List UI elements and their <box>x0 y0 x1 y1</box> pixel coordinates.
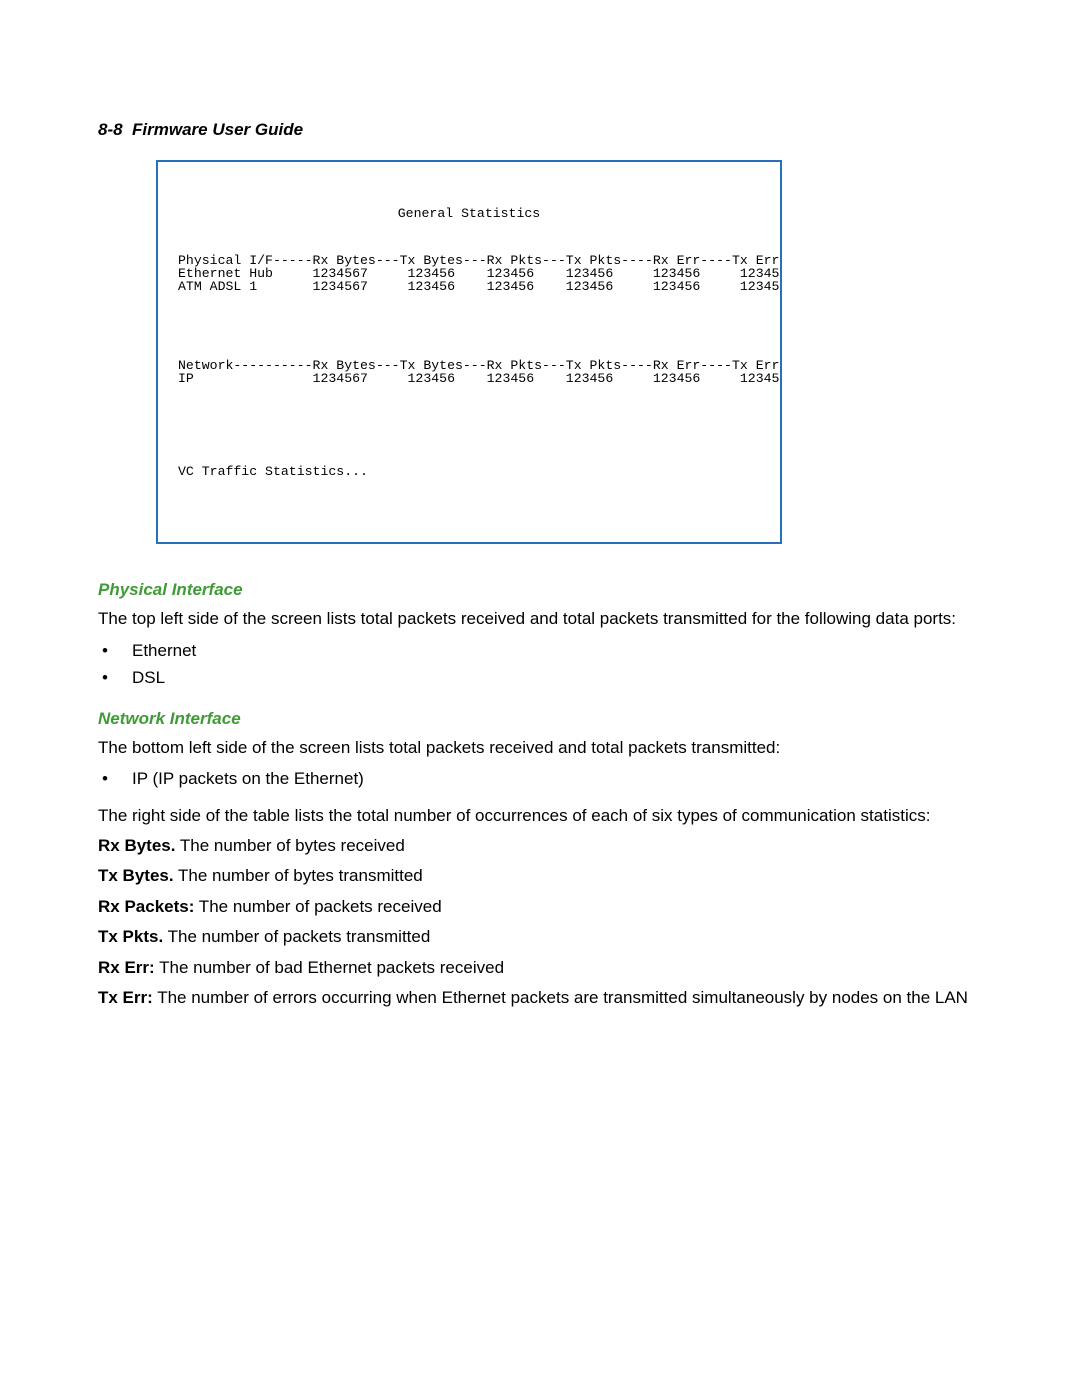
network-row-0: IP 1234567 123456 123456 123456 123456 1… <box>178 371 779 386</box>
page-number: 8-8 <box>98 120 123 139</box>
def-label: Rx Bytes. <box>98 836 175 855</box>
def-text: The number of packets received <box>194 897 441 916</box>
list-item: Ethernet <box>98 637 982 664</box>
def-text: The number of bad Ethernet packets recei… <box>155 958 504 977</box>
list-item: DSL <box>98 664 982 691</box>
def-tx-pkts: Tx Pkts. The number of packets transmitt… <box>98 926 982 948</box>
network-right-side-text: The right side of the table lists the to… <box>98 805 982 827</box>
def-text: The number of errors occurring when Ethe… <box>153 988 968 1007</box>
def-tx-bytes: Tx Bytes. The number of bytes transmitte… <box>98 865 982 887</box>
physical-row-1: ATM ADSL 1 1234567 123456 123456 123456 … <box>178 279 779 294</box>
page-title: Firmware User Guide <box>132 120 303 139</box>
def-rx-bytes: Rx Bytes. The number of bytes received <box>98 835 982 857</box>
def-text: The number of bytes received <box>175 836 404 855</box>
physical-list: Ethernet DSL <box>98 637 982 691</box>
def-rx-err: Rx Err: The number of bad Ethernet packe… <box>98 957 982 979</box>
terminal-title: General Statistics <box>178 207 760 220</box>
def-label: Tx Err: <box>98 988 153 1007</box>
page-content: 8-8 Firmware User Guide General Statisti… <box>0 0 1080 1010</box>
physical-interface-heading: Physical Interface <box>98 580 982 600</box>
terminal-frame: General Statistics Physical I/F-----Rx B… <box>156 160 782 544</box>
network-intro: The bottom left side of the screen lists… <box>98 737 982 759</box>
def-label: Tx Bytes. <box>98 866 174 885</box>
def-tx-err: Tx Err: The number of errors occurring w… <box>98 987 982 1009</box>
def-label: Rx Packets: <box>98 897 194 916</box>
network-list: IP (IP packets on the Ethernet) <box>98 765 982 792</box>
def-rx-packets: Rx Packets: The number of packets receiv… <box>98 896 982 918</box>
physical-intro: The top left side of the screen lists to… <box>98 608 982 630</box>
network-interface-heading: Network Interface <box>98 709 982 729</box>
def-label: Tx Pkts. <box>98 927 163 946</box>
def-label: Rx Err: <box>98 958 155 977</box>
vc-traffic-label: VC Traffic Statistics... <box>178 464 368 479</box>
list-item: IP (IP packets on the Ethernet) <box>98 765 982 792</box>
def-text: The number of bytes transmitted <box>174 866 423 885</box>
terminal-content: General Statistics Physical I/F-----Rx B… <box>178 194 760 478</box>
page-header: 8-8 Firmware User Guide <box>98 120 982 140</box>
def-text: The number of packets transmitted <box>163 927 430 946</box>
